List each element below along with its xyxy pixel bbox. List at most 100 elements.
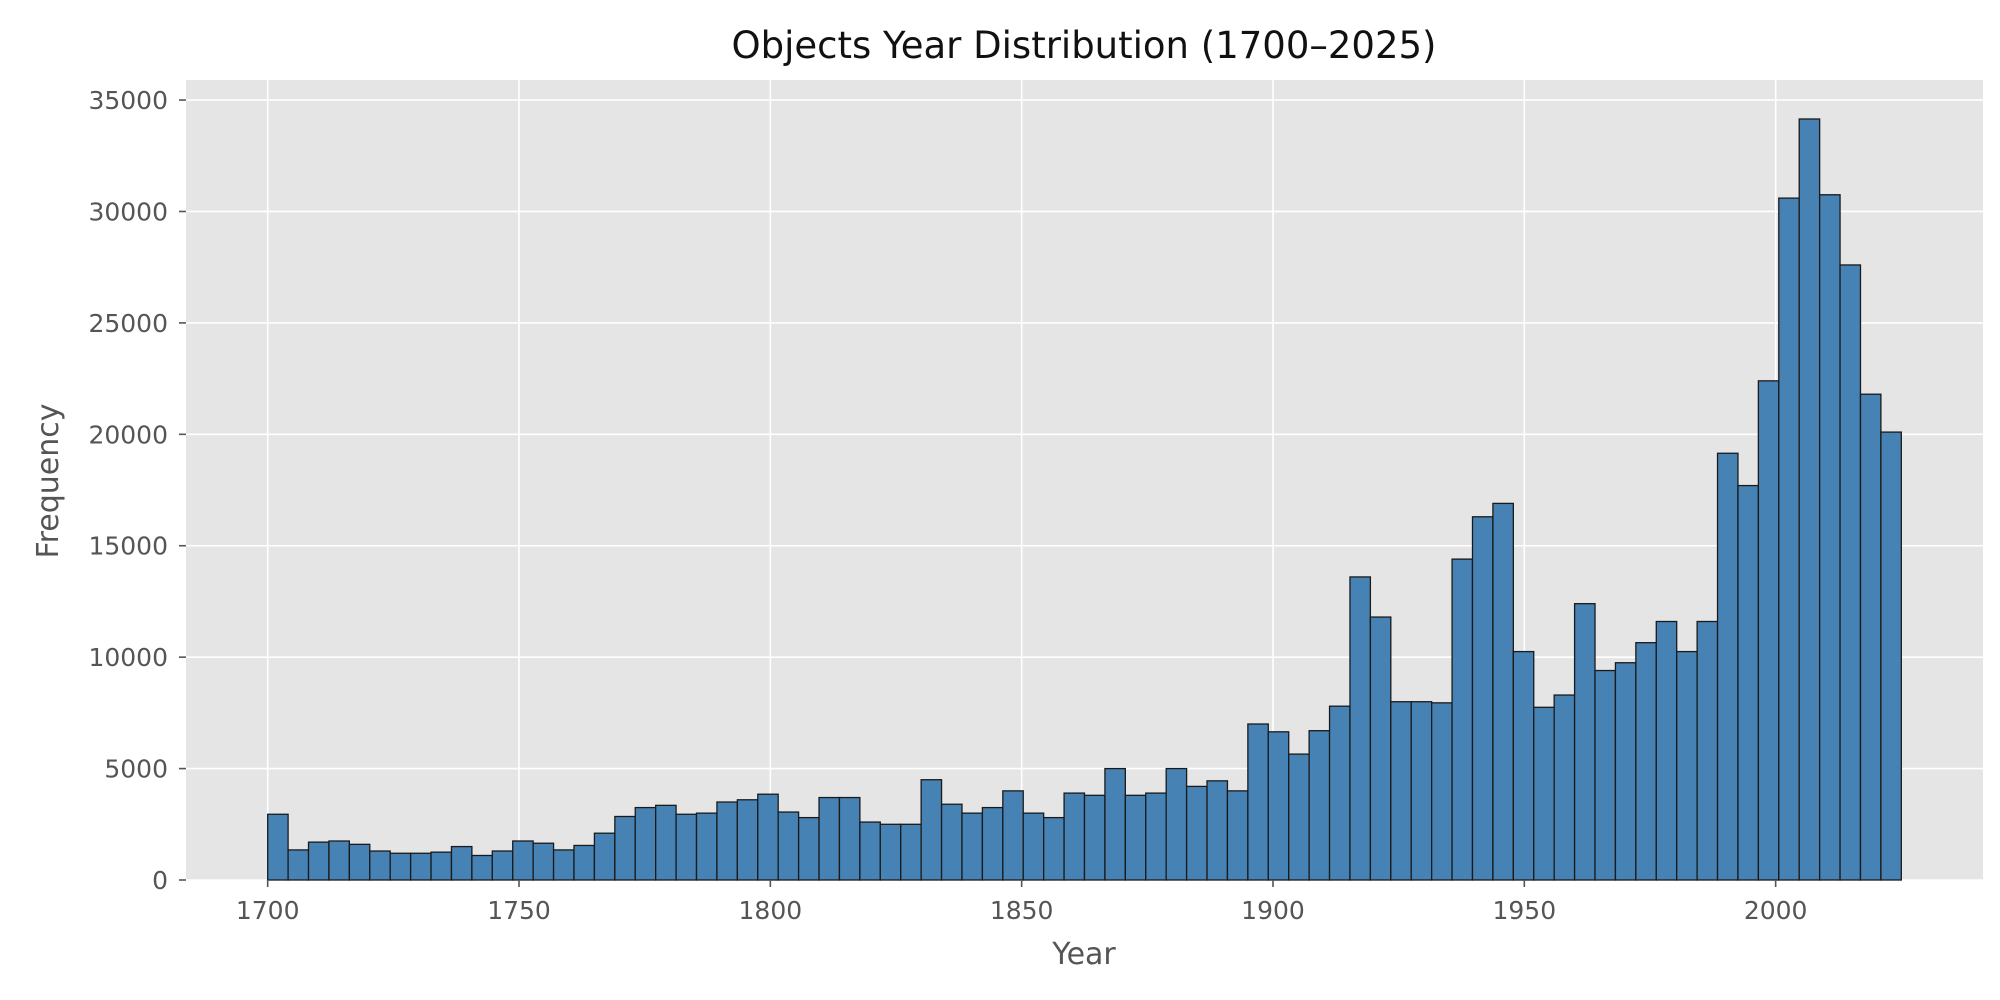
histogram-bar bbox=[1471, 516, 1494, 881]
histogram-bar bbox=[1288, 753, 1310, 881]
histogram-bar bbox=[1124, 794, 1147, 881]
histogram-bar bbox=[1043, 816, 1065, 881]
histogram-bar bbox=[981, 806, 1004, 881]
histogram-bar bbox=[1390, 701, 1412, 881]
histogram-bar bbox=[1533, 706, 1555, 881]
histogram-bar bbox=[1328, 705, 1351, 881]
histogram-bar bbox=[777, 811, 800, 881]
histogram-bar bbox=[1818, 194, 1841, 881]
x-tick-label: 1750 bbox=[487, 896, 551, 925]
histogram-bar bbox=[1267, 731, 1290, 881]
histogram-bar bbox=[1430, 702, 1453, 881]
histogram-bar bbox=[634, 806, 657, 881]
y-tick-label: 10000 bbox=[88, 643, 168, 672]
histogram-bar bbox=[1757, 380, 1780, 881]
histogram-bar bbox=[1798, 118, 1821, 881]
histogram-bar bbox=[1635, 642, 1657, 881]
x-tick-label: 1900 bbox=[1241, 896, 1305, 925]
histogram-bar bbox=[1410, 701, 1433, 881]
histogram-bar bbox=[1594, 669, 1617, 881]
histogram-bar bbox=[307, 841, 330, 881]
histogram-bar bbox=[287, 849, 310, 881]
histogram-bar bbox=[940, 803, 963, 881]
histogram-bar bbox=[450, 845, 473, 881]
histogram-bar bbox=[1859, 393, 1882, 881]
histogram-bar bbox=[1369, 616, 1392, 881]
y-tick-label: 35000 bbox=[88, 86, 168, 115]
histogram-bar bbox=[695, 812, 718, 881]
histogram-bar bbox=[552, 849, 575, 881]
histogram-bar bbox=[859, 821, 881, 881]
histogram-bar bbox=[655, 804, 677, 881]
x-tick-label: 1950 bbox=[1493, 896, 1557, 925]
histogram-bar bbox=[1553, 694, 1576, 881]
histogram-bar bbox=[328, 840, 351, 881]
histogram-bar bbox=[512, 840, 534, 881]
y-axis-label: Frequency bbox=[31, 404, 66, 559]
histogram-bar bbox=[1839, 264, 1862, 881]
histogram-bar bbox=[1206, 780, 1229, 881]
x-axis-label: Year bbox=[1051, 937, 1116, 972]
x-tick-label: 1850 bbox=[990, 896, 1054, 925]
histogram-bar bbox=[1226, 790, 1249, 881]
histogram-bar bbox=[409, 852, 432, 881]
histogram-bar bbox=[1185, 785, 1208, 881]
histogram-bar bbox=[1573, 603, 1596, 881]
x-tick-label: 2000 bbox=[1744, 896, 1808, 925]
chart-title: Objects Year Distribution (1700–2025) bbox=[732, 24, 1437, 67]
histogram-bar bbox=[716, 801, 739, 881]
histogram-bar bbox=[1512, 650, 1535, 881]
histogram-bar bbox=[1063, 792, 1086, 881]
histogram-bar bbox=[614, 815, 636, 881]
histogram-bar bbox=[369, 850, 391, 881]
histogram-bar bbox=[430, 851, 453, 881]
y-tick-label: 25000 bbox=[88, 309, 168, 338]
histogram-bar bbox=[471, 854, 493, 881]
histogram-bar bbox=[1308, 730, 1331, 881]
histogram-bar bbox=[757, 793, 779, 881]
histogram-bar bbox=[797, 816, 820, 881]
histogram-bar bbox=[1716, 452, 1739, 881]
axes: 1700 1750 1800 1850 1900 1950 2000050001000015… bbox=[88, 86, 1807, 925]
histogram-bar bbox=[389, 852, 412, 881]
y-tick-label: 0 bbox=[152, 866, 168, 895]
histogram-bar bbox=[1349, 576, 1372, 881]
histogram-bar bbox=[736, 799, 759, 881]
histogram-bar bbox=[818, 796, 841, 881]
histogram-bars bbox=[267, 118, 1902, 881]
histogram-bar bbox=[838, 796, 861, 881]
histogram-bar bbox=[879, 823, 902, 881]
histogram-bar bbox=[961, 812, 984, 881]
x-tick-label: 1800 bbox=[739, 896, 803, 925]
histogram-bar bbox=[1022, 812, 1045, 881]
histogram-bar bbox=[1655, 620, 1678, 881]
histogram-bar bbox=[920, 779, 943, 881]
histogram-bar bbox=[593, 832, 616, 881]
histogram-bar bbox=[1451, 558, 1474, 881]
histogram-bar bbox=[1778, 197, 1800, 881]
histogram-bar bbox=[675, 813, 698, 881]
histogram-bar bbox=[1676, 650, 1698, 881]
y-tick-label: 5000 bbox=[104, 755, 168, 784]
histogram-bar bbox=[1104, 767, 1126, 881]
histogram-bar bbox=[900, 823, 922, 881]
y-tick-label: 20000 bbox=[88, 420, 168, 449]
histogram-bar bbox=[1880, 431, 1902, 881]
histogram-bar bbox=[267, 813, 289, 881]
x-tick-label: 1700 bbox=[236, 896, 300, 925]
histogram-bar bbox=[1696, 620, 1719, 881]
histogram-bar bbox=[1145, 792, 1167, 881]
histogram-bar bbox=[532, 842, 555, 881]
histogram-bar bbox=[1492, 502, 1514, 881]
histogram-bar bbox=[1083, 794, 1106, 881]
histogram-bar bbox=[491, 850, 514, 881]
histogram-bar bbox=[348, 843, 371, 881]
histogram-bar bbox=[1614, 662, 1637, 881]
histogram-bar bbox=[1247, 723, 1269, 881]
y-tick-label: 15000 bbox=[88, 532, 168, 561]
histogram-bar bbox=[1002, 790, 1024, 881]
histogram-bar bbox=[573, 844, 596, 881]
histogram-bar bbox=[1737, 484, 1760, 881]
